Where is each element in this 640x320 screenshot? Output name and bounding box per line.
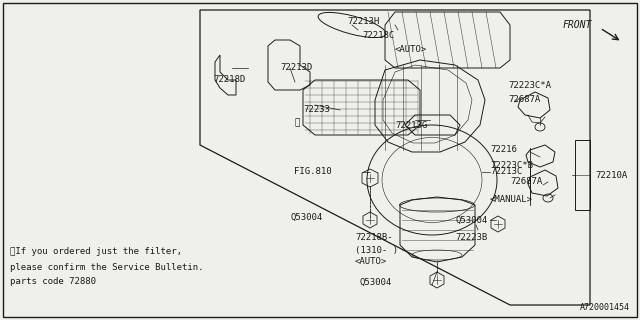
Text: Q53004: Q53004 xyxy=(455,215,487,225)
Text: 72218D: 72218D xyxy=(213,76,245,84)
Text: 72687A: 72687A xyxy=(510,178,542,187)
Text: <AUTO>: <AUTO> xyxy=(355,258,387,267)
Text: Q53004: Q53004 xyxy=(360,277,392,286)
Text: 72223C*A: 72223C*A xyxy=(508,81,551,90)
Text: A720001454: A720001454 xyxy=(580,303,630,312)
Text: 72210A: 72210A xyxy=(595,171,627,180)
Text: FRONT: FRONT xyxy=(563,20,592,30)
Text: (1310- ): (1310- ) xyxy=(355,245,398,254)
Text: 72213G: 72213G xyxy=(395,121,428,130)
Text: <AUTO>: <AUTO> xyxy=(395,44,428,53)
Text: 72218C: 72218C xyxy=(362,30,394,39)
Text: 72223B: 72223B xyxy=(455,234,487,243)
Text: 72213C: 72213C xyxy=(490,167,522,177)
Text: ※If you ordered just the filter,: ※If you ordered just the filter, xyxy=(10,247,182,257)
Text: 72233: 72233 xyxy=(303,106,330,115)
Text: 72223C*B: 72223C*B xyxy=(490,161,533,170)
Text: parts code 72880: parts code 72880 xyxy=(10,277,96,286)
Text: please confirm the Service Bulletin.: please confirm the Service Bulletin. xyxy=(10,262,204,271)
Text: 72216: 72216 xyxy=(490,146,517,155)
Text: FIG.810: FIG.810 xyxy=(294,167,332,177)
Text: 72218B-: 72218B- xyxy=(355,234,392,243)
Text: 72213D: 72213D xyxy=(280,63,312,73)
Text: 72213H: 72213H xyxy=(348,17,380,26)
Text: ※: ※ xyxy=(294,118,300,127)
Text: Q53004: Q53004 xyxy=(291,212,323,221)
Text: 72687A: 72687A xyxy=(508,95,540,105)
Text: <MANUAL>: <MANUAL> xyxy=(490,196,533,204)
